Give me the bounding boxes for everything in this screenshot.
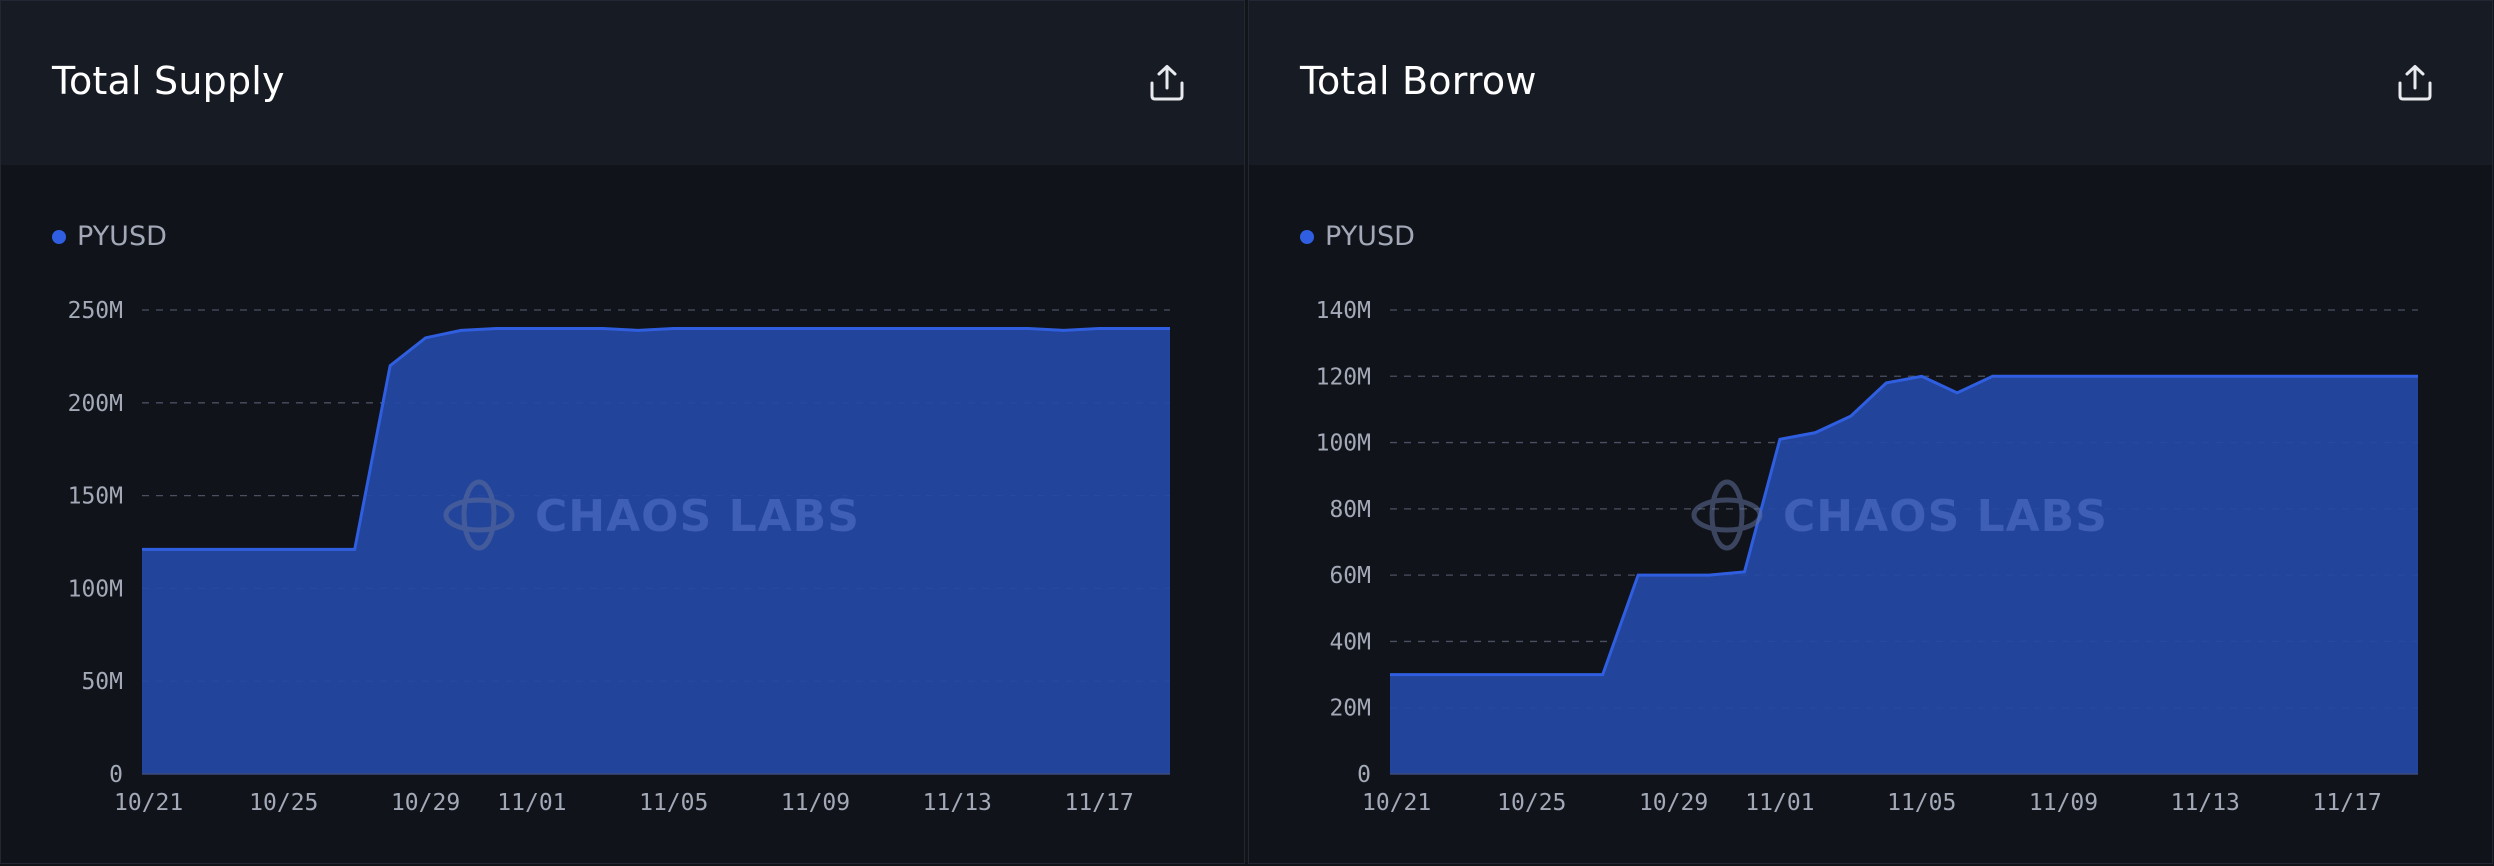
logo-ring-horizontal [1691,497,1763,533]
series-line [142,327,1170,551]
y-tick-label: 150M [68,484,123,510]
export-button[interactable] [1142,58,1192,108]
x-tick-label: 11/13 [923,790,992,816]
y-tick-label: 200M [68,391,123,417]
x-tick-label: 11/13 [2171,790,2240,816]
y-tick-label: 120M [1316,364,1371,390]
export-button[interactable] [2390,58,2440,108]
x-tick-label: 10/25 [249,790,318,816]
y-tick-label: 20M [1329,696,1371,722]
panel-title: Total Supply [52,59,285,103]
x-tick-label: 11/05 [639,790,708,816]
x-tick-label: 11/05 [1887,790,1956,816]
logo-ring-horizontal [443,497,515,533]
x-tick-label: 10/29 [391,790,460,816]
y-tick-label: 100M [68,576,123,602]
watermark-text: CHAOS LABS [535,491,860,542]
x-tick-label: 10/25 [1497,790,1566,816]
watermark-text: CHAOS LABS [1783,491,2108,542]
chart-legend[interactable]: PYUSD [52,221,167,252]
legend-marker [52,229,66,244]
x-tick-label: 11/09 [781,790,850,816]
x-tick-label: 10/21 [1362,790,1431,816]
supply-area-chart: 0 50M 100M 150M 200M 250M 10/21 10/25 10/29 11/01… [68,298,1171,816]
chaos-labs-logo [1691,479,1763,551]
total-supply-panel: Total Supply PYUSD 0 50M 100M 150M 200M 250M 1… [0,0,1245,864]
y-tick-label: 60M [1329,563,1371,589]
series-area [1390,376,2418,774]
y-tick-label: 0 [109,762,123,788]
legend-marker [1300,229,1314,244]
panel-title: Total Borrow [1300,59,1537,103]
y-tick-label: 40M [1329,629,1371,655]
y-tick-label: 250M [68,298,123,324]
y-tick-label: 80M [1329,497,1371,523]
x-tick-label: 11/17 [2312,790,2381,816]
borrow-area-chart: 0 20M 40M 60M 80M 100M 120M 140M 10/21 10/25 10/29… [1316,298,2419,816]
series-line [1390,374,2418,677]
chaos-labs-logo [443,479,515,551]
panel-header: Total Borrow [1249,1,2492,165]
chart-legend[interactable]: PYUSD [1300,221,1415,252]
logo-ring-vertical [461,479,497,551]
y-tick-label: 140M [1316,298,1371,324]
y-tick-label: 50M [81,669,123,695]
legend-label: PYUSD [77,221,167,252]
series-area [142,328,1170,774]
logo-ring-vertical [1709,479,1745,551]
x-tick-label: 10/21 [114,790,183,816]
x-tick-label: 11/17 [1064,790,1133,816]
x-tick-label: 11/01 [497,790,566,816]
x-tick-label: 11/09 [2029,790,2098,816]
x-tick-label: 11/01 [1745,790,1814,816]
x-tick-label: 10/29 [1639,790,1708,816]
share-export-icon [2398,65,2432,101]
legend-label: PYUSD [1325,221,1415,252]
share-export-icon [1150,65,1184,101]
panel-header: Total Supply [1,1,1244,165]
y-tick-label: 0 [1357,762,1371,788]
total-borrow-panel: Total Borrow PYUSD 0 20M 40M 60M 80M 100M 120M… [1248,0,2493,864]
y-tick-label: 100M [1316,431,1371,457]
